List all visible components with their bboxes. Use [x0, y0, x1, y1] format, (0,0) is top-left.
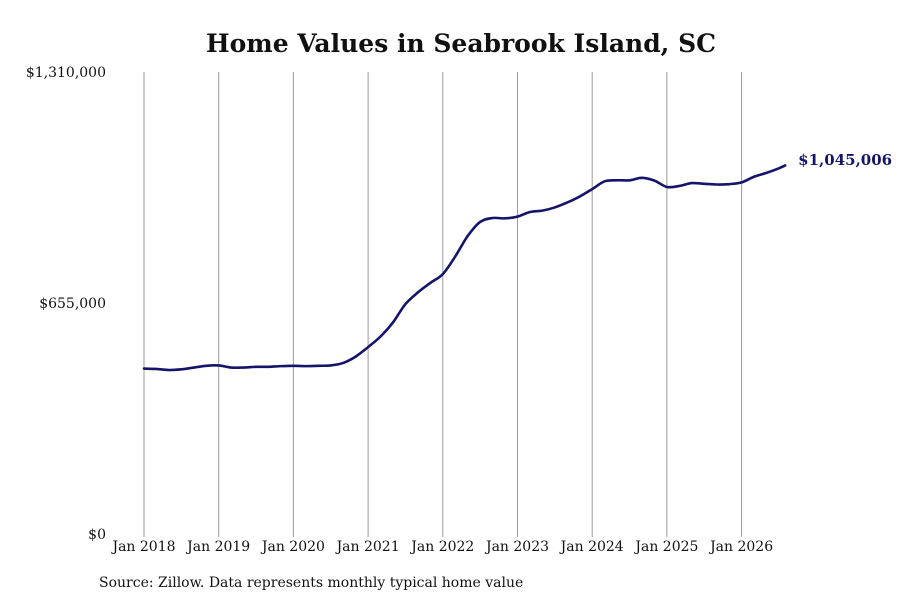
- end-value-label: $1,045,006: [798, 151, 892, 169]
- x-tick-label-2025-01: Jan 2025: [633, 539, 698, 555]
- chart-title: Home Values in Seabrook Island, SC: [206, 29, 716, 58]
- x-tick-label-2024-01: Jan 2024: [559, 539, 624, 555]
- x-tick-label-2020-01: Jan 2020: [260, 539, 325, 555]
- x-tick-label-2018-01: Jan 2018: [110, 539, 175, 555]
- series-line-home-value: [142, 164, 787, 372]
- x-tick-label-2019-01: Jan 2019: [185, 539, 250, 555]
- x-tick-label-2021-01: Jan 2021: [335, 539, 400, 555]
- x-axis-ticks: Jan 2018 Jan 2019 Jan 2020 Jan 2021 Jan 2022…: [110, 539, 773, 555]
- x-tick-label-2026-01: Jan 2026: [708, 539, 773, 555]
- source-note: Source: Zillow. Data represents monthly …: [99, 575, 523, 591]
- y-axis-ticks: $0 $655,000 $1,310,000: [26, 65, 106, 543]
- x-tick-label-2022-01: Jan 2022: [409, 539, 474, 555]
- y-tick-label-1310000: $1,310,000: [26, 65, 106, 81]
- y-tick-label-0: $0: [88, 527, 106, 543]
- x-tick-label-2023-01: Jan 2023: [484, 539, 549, 555]
- gridlines: [143, 72, 743, 537]
- y-tick-label-655000: $655,000: [39, 296, 106, 312]
